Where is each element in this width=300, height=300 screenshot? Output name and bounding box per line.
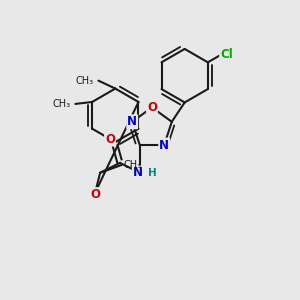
Text: Cl: Cl xyxy=(220,48,233,61)
Text: CH₃: CH₃ xyxy=(52,99,70,109)
Text: O: O xyxy=(90,188,100,201)
Text: N: N xyxy=(127,115,137,128)
Text: N: N xyxy=(133,166,143,179)
Text: CH₃: CH₃ xyxy=(124,160,142,170)
Text: N: N xyxy=(159,139,169,152)
Text: O: O xyxy=(105,133,115,146)
Text: CH₃: CH₃ xyxy=(75,76,94,85)
Text: O: O xyxy=(147,101,157,114)
Text: H: H xyxy=(148,168,156,178)
